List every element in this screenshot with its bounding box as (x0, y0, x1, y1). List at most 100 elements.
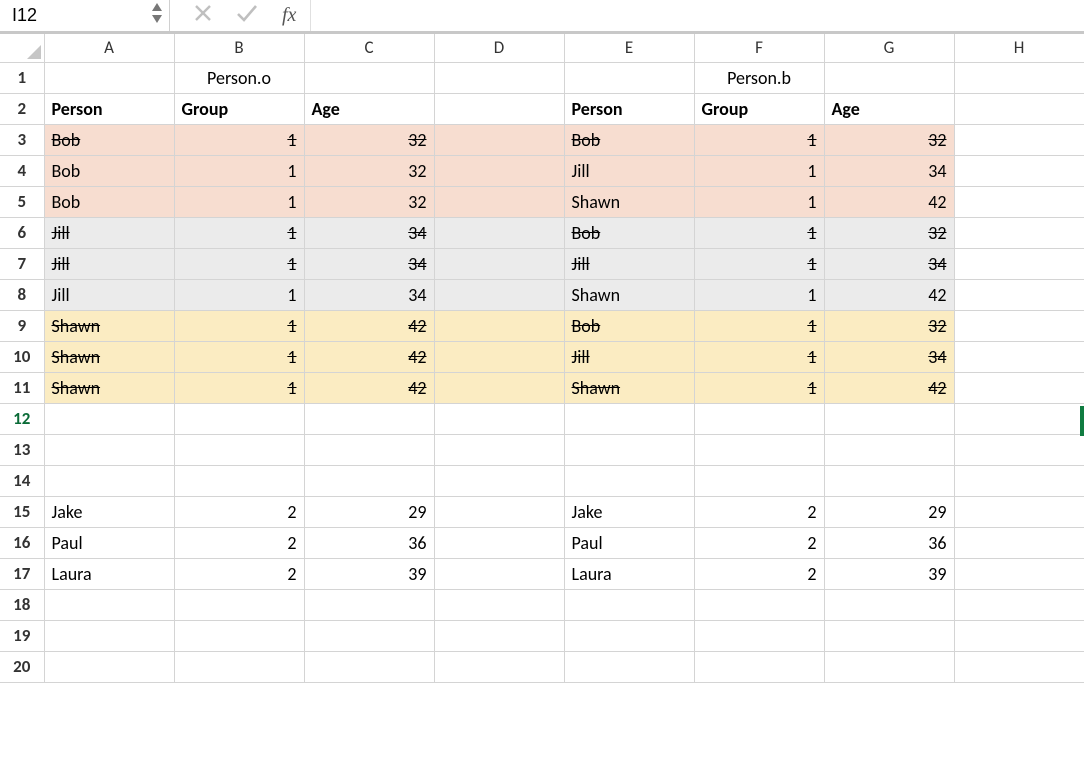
cell-F13[interactable] (694, 434, 824, 465)
insert-function-button[interactable]: fx (282, 4, 296, 27)
cell-A11[interactable]: Shawn (44, 372, 174, 403)
cell-F12[interactable] (694, 403, 824, 434)
cell-H17[interactable] (954, 558, 1084, 589)
cell-D19[interactable] (434, 620, 564, 651)
cell-G6[interactable]: 32 (824, 217, 954, 248)
cell-E4[interactable]: Jill (564, 155, 694, 186)
cell-D20[interactable] (434, 651, 564, 682)
cell-H7[interactable] (954, 248, 1084, 279)
cell-D2[interactable] (434, 93, 564, 124)
cell-C11[interactable]: 42 (304, 372, 434, 403)
cell-B2[interactable]: Group (174, 93, 304, 124)
row-header-12[interactable]: 12 (0, 403, 44, 434)
cell-B19[interactable] (174, 620, 304, 651)
cell-A12[interactable] (44, 403, 174, 434)
cell-C15[interactable]: 29 (304, 496, 434, 527)
cell-A1[interactable] (44, 62, 174, 93)
cell-H2[interactable] (954, 93, 1084, 124)
cell-E14[interactable] (564, 465, 694, 496)
select-all-corner[interactable] (0, 34, 44, 62)
cell-E2[interactable]: Person (564, 93, 694, 124)
cell-A16[interactable]: Paul (44, 527, 174, 558)
cell-D9[interactable] (434, 310, 564, 341)
cell-C9[interactable]: 42 (304, 310, 434, 341)
cell-G14[interactable] (824, 465, 954, 496)
row-header-7[interactable]: 7 (0, 248, 44, 279)
cell-A13[interactable] (44, 434, 174, 465)
cell-H13[interactable] (954, 434, 1084, 465)
cell-F16[interactable]: 2 (694, 527, 824, 558)
row-header-17[interactable]: 17 (0, 558, 44, 589)
cell-A5[interactable]: Bob (44, 186, 174, 217)
cell-H18[interactable] (954, 589, 1084, 620)
cell-H11[interactable] (954, 372, 1084, 403)
cell-E9[interactable]: Bob (564, 310, 694, 341)
cell-F6[interactable]: 1 (694, 217, 824, 248)
cell-F1[interactable]: Person.b (694, 62, 824, 93)
cell-D1[interactable] (434, 62, 564, 93)
row-header-3[interactable]: 3 (0, 124, 44, 155)
cell-C18[interactable] (304, 589, 434, 620)
row-header-5[interactable]: 5 (0, 186, 44, 217)
enter-icon[interactable] (236, 4, 258, 27)
cell-A20[interactable] (44, 651, 174, 682)
column-header-E[interactable]: E (564, 34, 694, 62)
cell-H15[interactable] (954, 496, 1084, 527)
cell-G1[interactable] (824, 62, 954, 93)
cell-H14[interactable] (954, 465, 1084, 496)
cell-C7[interactable]: 34 (304, 248, 434, 279)
name-box-stepper[interactable] (151, 2, 163, 24)
cell-F9[interactable]: 1 (694, 310, 824, 341)
cell-D14[interactable] (434, 465, 564, 496)
cell-E5[interactable]: Shawn (564, 186, 694, 217)
cell-A19[interactable] (44, 620, 174, 651)
cell-B13[interactable] (174, 434, 304, 465)
cell-A6[interactable]: Jill (44, 217, 174, 248)
row-header-20[interactable]: 20 (0, 651, 44, 682)
cell-G17[interactable]: 39 (824, 558, 954, 589)
cell-F20[interactable] (694, 651, 824, 682)
cell-A10[interactable]: Shawn (44, 341, 174, 372)
cell-A7[interactable]: Jill (44, 248, 174, 279)
cell-G2[interactable]: Age (824, 93, 954, 124)
cell-G20[interactable] (824, 651, 954, 682)
cell-F5[interactable]: 1 (694, 186, 824, 217)
cell-D7[interactable] (434, 248, 564, 279)
row-header-11[interactable]: 11 (0, 372, 44, 403)
cell-F10[interactable]: 1 (694, 341, 824, 372)
cell-B17[interactable]: 2 (174, 558, 304, 589)
cell-F14[interactable] (694, 465, 824, 496)
cell-A8[interactable]: Jill (44, 279, 174, 310)
cell-G16[interactable]: 36 (824, 527, 954, 558)
cell-D8[interactable] (434, 279, 564, 310)
cell-B6[interactable]: 1 (174, 217, 304, 248)
cell-D4[interactable] (434, 155, 564, 186)
cell-C19[interactable] (304, 620, 434, 651)
cell-H19[interactable] (954, 620, 1084, 651)
cell-H16[interactable] (954, 527, 1084, 558)
row-header-13[interactable]: 13 (0, 434, 44, 465)
cell-C3[interactable]: 32 (304, 124, 434, 155)
cell-H10[interactable] (954, 341, 1084, 372)
cell-F15[interactable]: 2 (694, 496, 824, 527)
column-header-H[interactable]: H (954, 34, 1084, 62)
cell-E1[interactable] (564, 62, 694, 93)
cell-C4[interactable]: 32 (304, 155, 434, 186)
cell-C2[interactable]: Age (304, 93, 434, 124)
row-header-18[interactable]: 18 (0, 589, 44, 620)
cell-B14[interactable] (174, 465, 304, 496)
cell-H1[interactable] (954, 62, 1084, 93)
cell-H3[interactable] (954, 124, 1084, 155)
cell-B20[interactable] (174, 651, 304, 682)
cell-F18[interactable] (694, 589, 824, 620)
cell-B3[interactable]: 1 (174, 124, 304, 155)
cell-B8[interactable]: 1 (174, 279, 304, 310)
column-header-G[interactable]: G (824, 34, 954, 62)
cell-F4[interactable]: 1 (694, 155, 824, 186)
cell-D17[interactable] (434, 558, 564, 589)
cell-F8[interactable]: 1 (694, 279, 824, 310)
cell-E11[interactable]: Shawn (564, 372, 694, 403)
column-header-D[interactable]: D (434, 34, 564, 62)
cell-G11[interactable]: 42 (824, 372, 954, 403)
cell-D18[interactable] (434, 589, 564, 620)
